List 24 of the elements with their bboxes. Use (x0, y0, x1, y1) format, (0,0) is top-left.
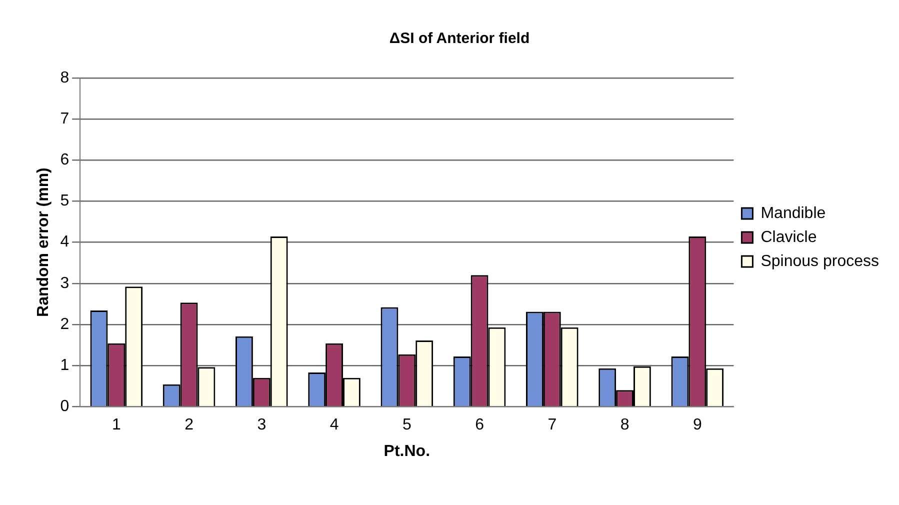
y-tick-label: 2 (60, 316, 70, 333)
x-tick-label: 2 (184, 416, 194, 434)
x-tick-label: 5 (402, 416, 412, 434)
legend-label: Spinous process (760, 252, 880, 270)
y-tick-label: 4 (60, 234, 70, 251)
x-tick-label: 8 (620, 416, 630, 434)
legend-label: Mandible (760, 204, 826, 222)
x-tick-label: 7 (548, 416, 557, 434)
y-tick-label: 3 (60, 274, 70, 292)
y-tick-label: 1 (60, 356, 70, 374)
x-tick-label: 6 (475, 416, 484, 434)
legend-label: Clavicle (760, 228, 817, 246)
y-tick-label: 7 (60, 110, 70, 128)
x-tick-label: 4 (330, 416, 339, 434)
x-tick-label: 3 (257, 416, 266, 434)
y-tick-label: 5 (60, 192, 70, 210)
y-axis-title: Random error (mm) (35, 168, 52, 317)
y-tick-label: 0 (60, 398, 70, 416)
y-tick-label: 8 (60, 69, 70, 86)
x-tick-label: 9 (692, 416, 702, 434)
x-tick-label: 1 (112, 416, 121, 434)
x-axis-title: Pt.No. (384, 442, 430, 460)
chart-title: ΔSI of Anterior field (389, 30, 530, 48)
y-tick-label: 6 (60, 152, 70, 169)
